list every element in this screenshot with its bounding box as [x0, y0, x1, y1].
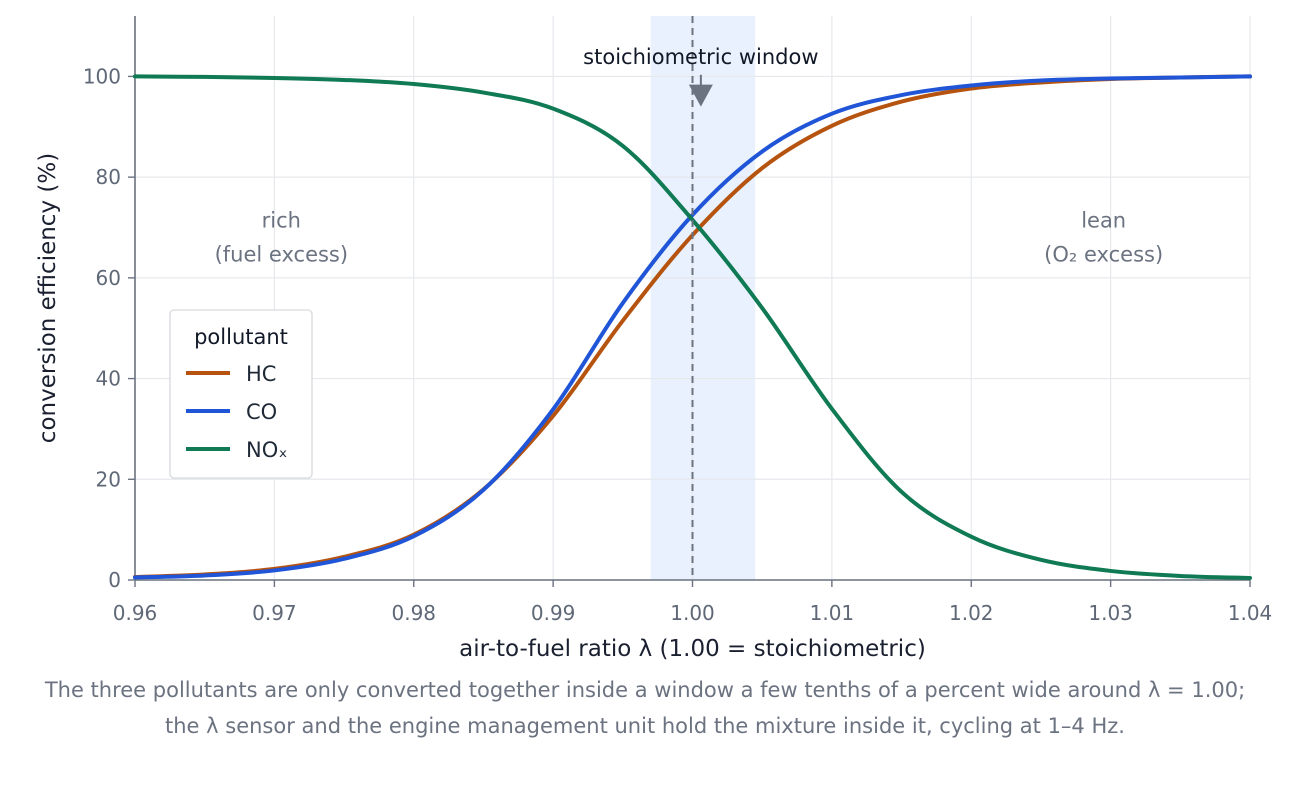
chart-caption: The three pollutants are only converted … [44, 678, 1246, 738]
x-tick-label: 1.03 [1088, 601, 1133, 625]
region-label: (fuel excess) [215, 243, 348, 267]
y-tick-label: 60 [96, 266, 121, 290]
legend-entry: NOₓ [246, 438, 288, 462]
legend-title: pollutant [194, 325, 288, 349]
region-label: lean [1081, 209, 1126, 233]
x-tick-label: 0.98 [391, 601, 436, 625]
legend-box [169, 309, 313, 479]
x-axis-label: air-to-fuel ratio λ (1.00 = stoichiometr… [459, 636, 926, 662]
legend-entry: CO [246, 400, 277, 424]
series-line-co [133, 74, 1252, 580]
legend-entry: HC [246, 362, 276, 386]
y-tick-label: 20 [96, 467, 121, 491]
y-tick-label: 100 [83, 64, 121, 88]
region-label: (O₂ excess) [1044, 243, 1163, 267]
x-tick-label: 1.02 [949, 601, 994, 625]
x-tick-label: 0.99 [531, 601, 576, 625]
x-tick-label: 1.04 [1228, 601, 1273, 625]
annotation-label: stoichiometric window [583, 45, 818, 69]
y-tick-label: 40 [96, 367, 121, 391]
x-tick-label: 0.96 [113, 601, 158, 625]
chart-svg: 0.96 0.97 0.98 0.99 1.00 1.01 1.02 1.03 1.04 0 20 4… [35, 16, 1273, 662]
series-line-no [133, 74, 1252, 580]
x-tick-label: 0.97 [252, 601, 297, 625]
y-tick-label: 80 [96, 165, 121, 189]
annotation-arrow-head [688, 84, 713, 107]
region-label: rich [262, 209, 301, 233]
y-axis-label: conversion efficiency (%) [35, 153, 61, 443]
x-tick-label: 1.00 [670, 601, 715, 625]
x-tick-label: 1.01 [810, 601, 855, 625]
y-tick-label: 0 [108, 568, 121, 592]
stoichiometric-window-band [650, 16, 756, 580]
